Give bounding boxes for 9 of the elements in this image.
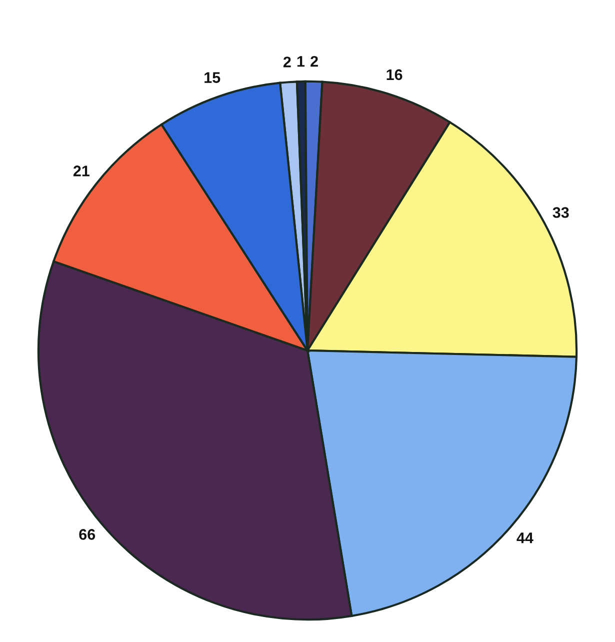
data-label: 16: [386, 69, 402, 80]
data-label: 21: [73, 166, 90, 176]
data-label: 66: [79, 529, 96, 540]
data-label: 1: [297, 56, 305, 67]
data-label: 33: [552, 207, 569, 218]
data-label: 2: [310, 56, 318, 67]
data-label: 44: [516, 532, 534, 544]
data-label: 2: [283, 56, 291, 68]
data-label: 15: [204, 72, 220, 83]
